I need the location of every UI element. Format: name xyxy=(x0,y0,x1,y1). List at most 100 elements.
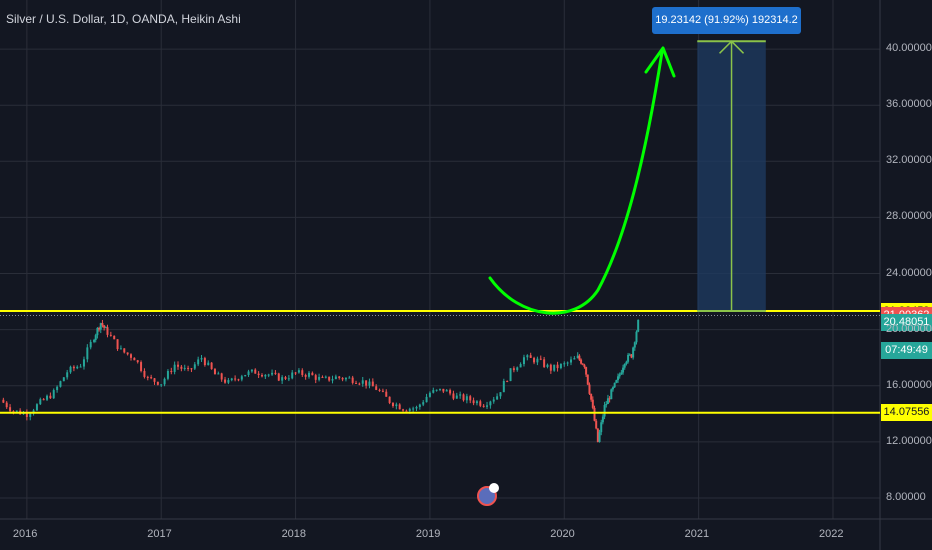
candle-body xyxy=(76,366,79,369)
candle-body xyxy=(123,348,126,353)
candle-body xyxy=(351,377,354,383)
candle-body xyxy=(606,398,609,405)
candle-body xyxy=(237,379,240,381)
candle-body xyxy=(432,390,435,393)
candle-body xyxy=(177,364,180,367)
candle-body xyxy=(146,376,149,378)
price-tag: 14.07556 xyxy=(881,404,932,422)
candle-body xyxy=(183,367,186,369)
candle-body xyxy=(173,364,176,372)
candle-body xyxy=(455,395,458,399)
candle-body xyxy=(210,362,213,370)
candle-body xyxy=(482,405,485,407)
candle-body xyxy=(207,362,210,366)
candle-body xyxy=(580,359,583,364)
candle-body xyxy=(166,370,169,379)
candle-body xyxy=(588,384,591,394)
candle-body xyxy=(462,394,465,401)
candle-body xyxy=(388,396,391,403)
candle-body xyxy=(361,380,364,384)
candle-body xyxy=(506,381,509,383)
candle-body xyxy=(344,377,347,380)
candle-body xyxy=(355,382,358,384)
candle-body xyxy=(193,364,196,369)
candle-body xyxy=(254,369,257,374)
candle-body xyxy=(59,381,62,387)
candle-body xyxy=(294,372,297,374)
candle-body xyxy=(627,354,630,362)
candle-body xyxy=(143,370,146,377)
candle-body xyxy=(62,377,65,382)
candle-body xyxy=(213,369,216,375)
candle-body xyxy=(308,372,311,377)
candle-body xyxy=(103,325,106,328)
candle-body xyxy=(620,372,623,375)
candle-body xyxy=(180,366,183,369)
candle-body xyxy=(608,398,611,400)
candle-body xyxy=(187,367,190,369)
candle-body xyxy=(378,389,381,391)
candle-body xyxy=(395,404,398,407)
candle-body xyxy=(358,383,361,385)
candle-body xyxy=(622,367,625,373)
candle-body xyxy=(391,402,394,407)
candle-body xyxy=(334,376,337,380)
candle-body xyxy=(281,377,284,381)
candle-body xyxy=(140,362,143,371)
candle-body xyxy=(318,376,321,380)
candle-body xyxy=(66,372,69,378)
candle-body xyxy=(170,370,173,372)
candle-body xyxy=(549,364,552,371)
candle-body xyxy=(615,380,618,383)
candle-body xyxy=(328,376,331,381)
candle-body xyxy=(526,355,529,358)
candle-body xyxy=(160,384,163,386)
candle-body xyxy=(556,364,559,369)
candle-body xyxy=(585,367,588,375)
candle-body xyxy=(586,374,589,385)
candle-body xyxy=(569,359,572,363)
candle-body xyxy=(566,362,569,364)
candle-body xyxy=(104,327,107,329)
candle-body xyxy=(119,348,122,350)
candle-body xyxy=(220,373,223,380)
candle-body xyxy=(106,327,109,335)
candle-body xyxy=(287,378,290,380)
candle-body xyxy=(402,409,405,411)
candle-body xyxy=(49,395,52,399)
candle-body xyxy=(267,374,270,376)
candle-body xyxy=(418,404,421,407)
candle-body xyxy=(610,389,613,400)
candle-body xyxy=(618,374,621,377)
measure-label: 19.23142 (91.92%) 192314.2 xyxy=(652,7,801,34)
candle-body xyxy=(573,358,576,360)
candle-body xyxy=(291,372,294,379)
candle-body xyxy=(264,374,267,377)
candle-body xyxy=(590,393,593,400)
price-axis-label: 12.00000 xyxy=(886,434,932,447)
candle-body xyxy=(234,378,237,380)
candle-body xyxy=(546,364,549,367)
candle-body xyxy=(304,374,307,377)
candle-body xyxy=(99,323,102,330)
candle-body xyxy=(72,366,75,369)
candle-body xyxy=(539,358,542,360)
candle-body xyxy=(630,354,633,358)
candle-body xyxy=(12,411,15,413)
candle-body xyxy=(314,375,317,380)
event-badge-icon xyxy=(489,483,499,493)
time-axis-label: 2019 xyxy=(415,528,441,540)
candle-body xyxy=(96,327,99,336)
candle-body xyxy=(79,366,82,368)
candle-body xyxy=(408,408,411,411)
candle-body xyxy=(595,420,598,429)
candle-body xyxy=(101,323,104,326)
candle-body xyxy=(632,347,635,358)
candle-body xyxy=(133,357,136,361)
candle-body xyxy=(52,390,55,399)
candle-body xyxy=(301,370,304,375)
candle-body xyxy=(472,400,475,404)
candle-body xyxy=(25,412,28,417)
